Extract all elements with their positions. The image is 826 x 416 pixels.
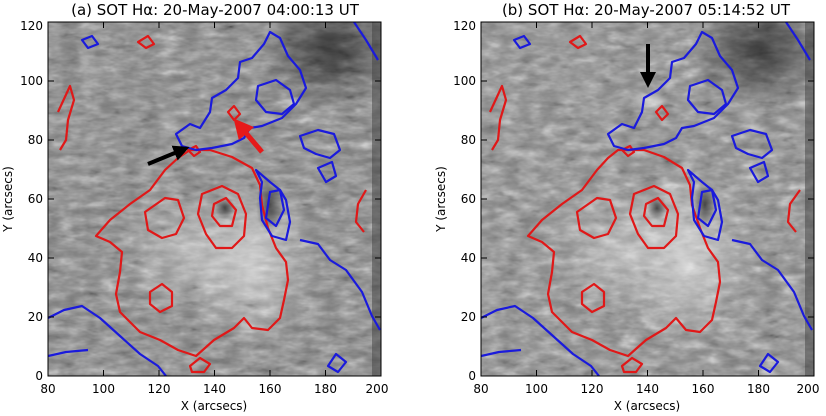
ytick-label: 40 <box>461 251 476 265</box>
ytick-label: 100 <box>20 74 43 88</box>
ytick-label: 60 <box>461 192 476 206</box>
panel-a-black-arrow <box>147 145 190 166</box>
xtick-label: 200 <box>366 382 389 396</box>
panel-a-red-arrow <box>233 118 264 154</box>
xtick-label: 80 <box>40 382 55 396</box>
ytick-label: 80 <box>461 133 476 147</box>
panel-a-title: (a) SOT Hα: 20-May-2007 04:00:13 UT <box>71 1 360 19</box>
panel-a-contours <box>48 22 381 376</box>
xtick-label: 180 <box>314 382 337 396</box>
ytick-label: 0 <box>468 369 476 383</box>
ytick-label: 120 <box>20 19 43 33</box>
xtick-label: 200 <box>797 382 820 396</box>
xtick-label: 120 <box>148 382 171 396</box>
panel-a-ticks <box>47 21 382 377</box>
panel-b-xtick-labels: 80 100 120 140 160 180 200 <box>473 382 819 396</box>
ytick-label: 100 <box>453 74 476 88</box>
ytick-label: 20 <box>461 310 476 324</box>
panel-b-image <box>481 22 814 376</box>
ytick-label: 40 <box>28 251 43 265</box>
xtick-label: 100 <box>525 382 548 396</box>
ytick-label: 60 <box>28 192 43 206</box>
xtick-label: 140 <box>203 382 226 396</box>
xtick-label: 180 <box>747 382 770 396</box>
panel-a-xlabel: X (arcsecs) <box>181 399 248 413</box>
panel-a-ytick-labels: 0 20 40 60 80 100 120 <box>20 19 43 383</box>
ytick-label: 80 <box>28 133 43 147</box>
ytick-label: 0 <box>35 369 43 383</box>
xtick-label: 160 <box>692 382 715 396</box>
xtick-label: 160 <box>259 382 282 396</box>
panel-b-ytick-labels: 0 20 40 60 80 100 120 <box>453 19 476 383</box>
ytick-label: 120 <box>453 19 476 33</box>
panel-a-xtick-labels: 80 100 120 140 160 180 200 <box>40 382 388 396</box>
panel-a: (a) SOT Hα: 20-May-2007 04:00:13 UT <box>1 1 388 413</box>
xtick-label: 80 <box>473 382 488 396</box>
panel-b-ticks <box>480 21 815 377</box>
panel-b-title: (b) SOT Hα: 20-May-2007 05:14:52 UT <box>502 1 791 19</box>
panel-b-ylabel: Y (arcsecs) <box>434 166 448 233</box>
panel-b: (b) SOT Hα: 20-May-2007 05:14:52 UT <box>434 1 819 413</box>
panel-b-contours <box>481 22 813 376</box>
xtick-label: 120 <box>581 382 604 396</box>
panel-a-ylabel: Y (arcsecs) <box>1 166 15 233</box>
xtick-label: 140 <box>636 382 659 396</box>
xtick-label: 100 <box>92 382 115 396</box>
panel-b-xlabel: X (arcsecs) <box>614 399 681 413</box>
ytick-label: 20 <box>28 310 43 324</box>
panel-a-image <box>48 22 381 376</box>
